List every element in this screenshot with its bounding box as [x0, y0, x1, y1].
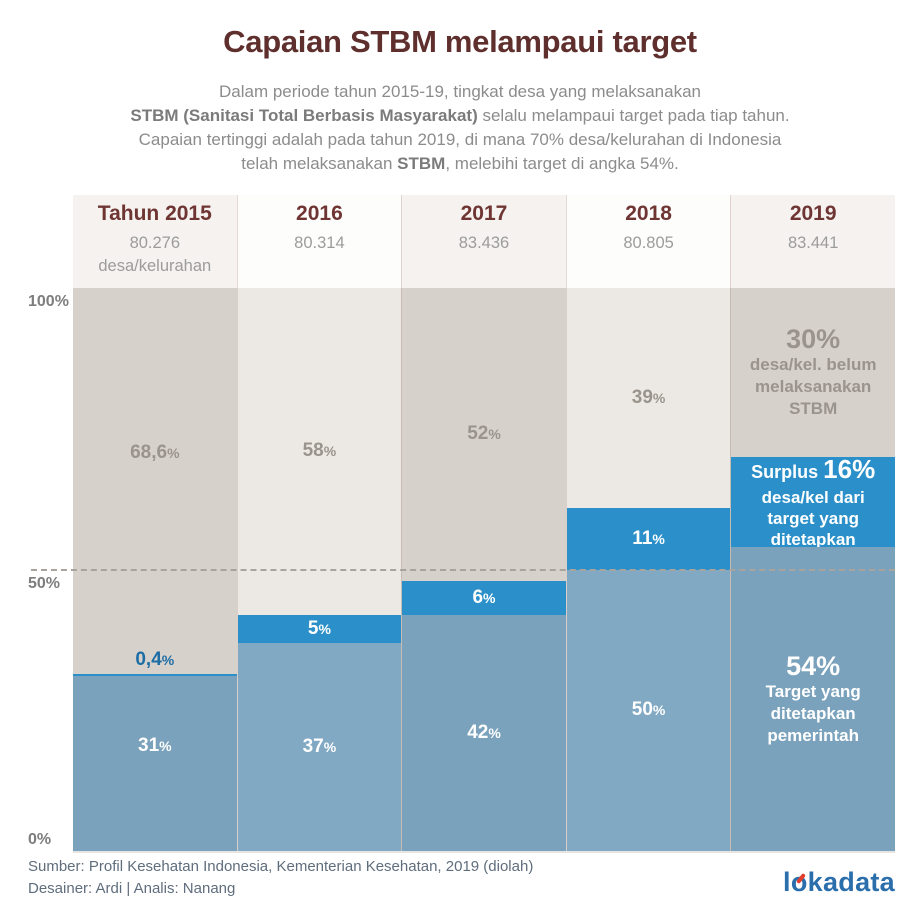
year-label-2019: 2019	[789, 202, 837, 225]
stacked-bar-chart: Tahun 2015 80.276 desa/kelurahan 2016 80…	[28, 195, 895, 853]
segment-surplus-2019: Surplus 16% desa/kel dari target yang di…	[731, 453, 895, 549]
total-suffix-2015: desa/kelurahan	[98, 257, 212, 275]
total-2019: 83.441	[787, 234, 839, 252]
segment-label: 42%	[467, 721, 501, 743]
total-2017: 83.436	[458, 234, 510, 252]
segment-label: 37%	[302, 735, 337, 757]
annotation-target-2019: 54% Target yang ditetapkan pemerintah	[765, 650, 861, 745]
bar-2018: 39% 11% 50%	[565, 288, 731, 851]
bar-2019: 30% desa/kel. belum melaksanakan STBM Su…	[730, 288, 895, 851]
segment-not-implemented-2019: 30% desa/kel. belum melaksanakan STBM	[731, 288, 895, 457]
plot-area: 68,6% 0,4% 31% 58% 5% 37%	[31, 288, 895, 853]
subtitle-line-1: Dalam periode tahun 2015-19, tingkat des…	[219, 82, 701, 101]
segment-surplus-2017: 6%	[402, 580, 566, 615]
header-2017: 2017 83.436	[401, 195, 566, 288]
column-headers: Tahun 2015 80.276 desa/kelurahan 2016 80…	[73, 195, 895, 288]
segment-not-implemented-2017: 52%	[402, 288, 566, 581]
header-2019: 2019 83.441	[730, 195, 895, 288]
header-2018: 2018 80.805	[565, 195, 731, 288]
segment-label: 50%	[631, 699, 666, 721]
year-label-2017: 2017	[460, 202, 508, 225]
segment-label: 58%	[302, 440, 337, 462]
segment-surplus-2016: 5%	[237, 614, 402, 643]
logo-compass-o: o	[791, 867, 808, 898]
y-axis-label-100: 100%	[28, 293, 69, 310]
segment-label: 52%	[467, 423, 501, 445]
footer: Sumber: Profil Kesehatan Indonesia, Keme…	[28, 856, 895, 900]
segment-label: 39%	[631, 386, 666, 408]
total-2015: 80.276	[129, 234, 181, 252]
segment-label-above: 0,4%	[135, 649, 175, 671]
subtitle-line-3: Capaian tertinggi adalah pada tahun 2019…	[138, 130, 782, 149]
segment-achieved-2019: 54% Target yang ditetapkan pemerintah	[731, 546, 895, 851]
segment-not-implemented-2016: 58%	[238, 288, 402, 615]
segment-surplus-2018: 11%	[566, 507, 731, 570]
source-credits: Sumber: Profil Kesehatan Indonesia, Keme…	[28, 856, 533, 900]
bar-2017: 52% 6% 42%	[401, 288, 566, 851]
segment-label: 5%	[307, 617, 331, 639]
segment-not-implemented-2015: 68,6%	[73, 288, 237, 674]
header-2016: 2016 80.314	[236, 195, 402, 288]
subtitle-line-2: STBM (Sanitasi Total Berbasis Masyarakat…	[130, 106, 790, 125]
segment-surplus-2015: 0,4%	[73, 649, 237, 677]
bar-2015: 68,6% 0,4% 31%	[73, 288, 237, 851]
page-title: Capaian STBM melampaui target	[223, 24, 697, 59]
segment-achieved-2016: 37%	[237, 642, 402, 851]
segment-label: 6%	[472, 586, 496, 608]
annotation-not-implemented-2019: 30% desa/kel. belum melaksanakan STBM	[749, 324, 877, 419]
subtitle: Dalam periode tahun 2015-19, tingkat des…	[55, 80, 865, 176]
y-axis-label-0: 0%	[28, 831, 52, 848]
annotation-surplus-2019: Surplus 16% desa/kel dari target yang di…	[751, 453, 876, 549]
year-label-2018: 2018	[625, 202, 672, 225]
subtitle-line-4: telah melaksanakan STBM, melebihi target…	[241, 154, 679, 173]
bar-2016: 58% 5% 37%	[236, 288, 402, 851]
segment-achieved-2018: 50%	[566, 569, 731, 851]
total-2016: 80.314	[294, 234, 345, 252]
header-2015: Tahun 2015 80.276 desa/kelurahan	[73, 195, 237, 288]
source-text: Sumber: Profil Kesehatan Indonesia, Keme…	[28, 858, 534, 875]
segment-label: 68,6%	[130, 442, 180, 464]
segment-label: 11%	[632, 527, 665, 549]
year-label-2016: 2016	[296, 202, 343, 225]
year-label-2015: Tahun 2015	[97, 202, 212, 225]
y-axis: 100% 50% 0%	[28, 288, 73, 851]
lokadata-logo: lokadata	[783, 866, 895, 898]
credits-text: Desainer: Ardi | Analis: Nanang	[28, 880, 236, 897]
segment-label: 31%	[138, 734, 172, 756]
total-2018: 80.805	[623, 234, 674, 252]
segment-achieved-2017: 42%	[402, 614, 566, 851]
y-axis-label-50: 50%	[28, 574, 61, 592]
segment-achieved-2015: 31%	[73, 676, 237, 851]
segment-not-implemented-2018: 39%	[567, 288, 731, 508]
